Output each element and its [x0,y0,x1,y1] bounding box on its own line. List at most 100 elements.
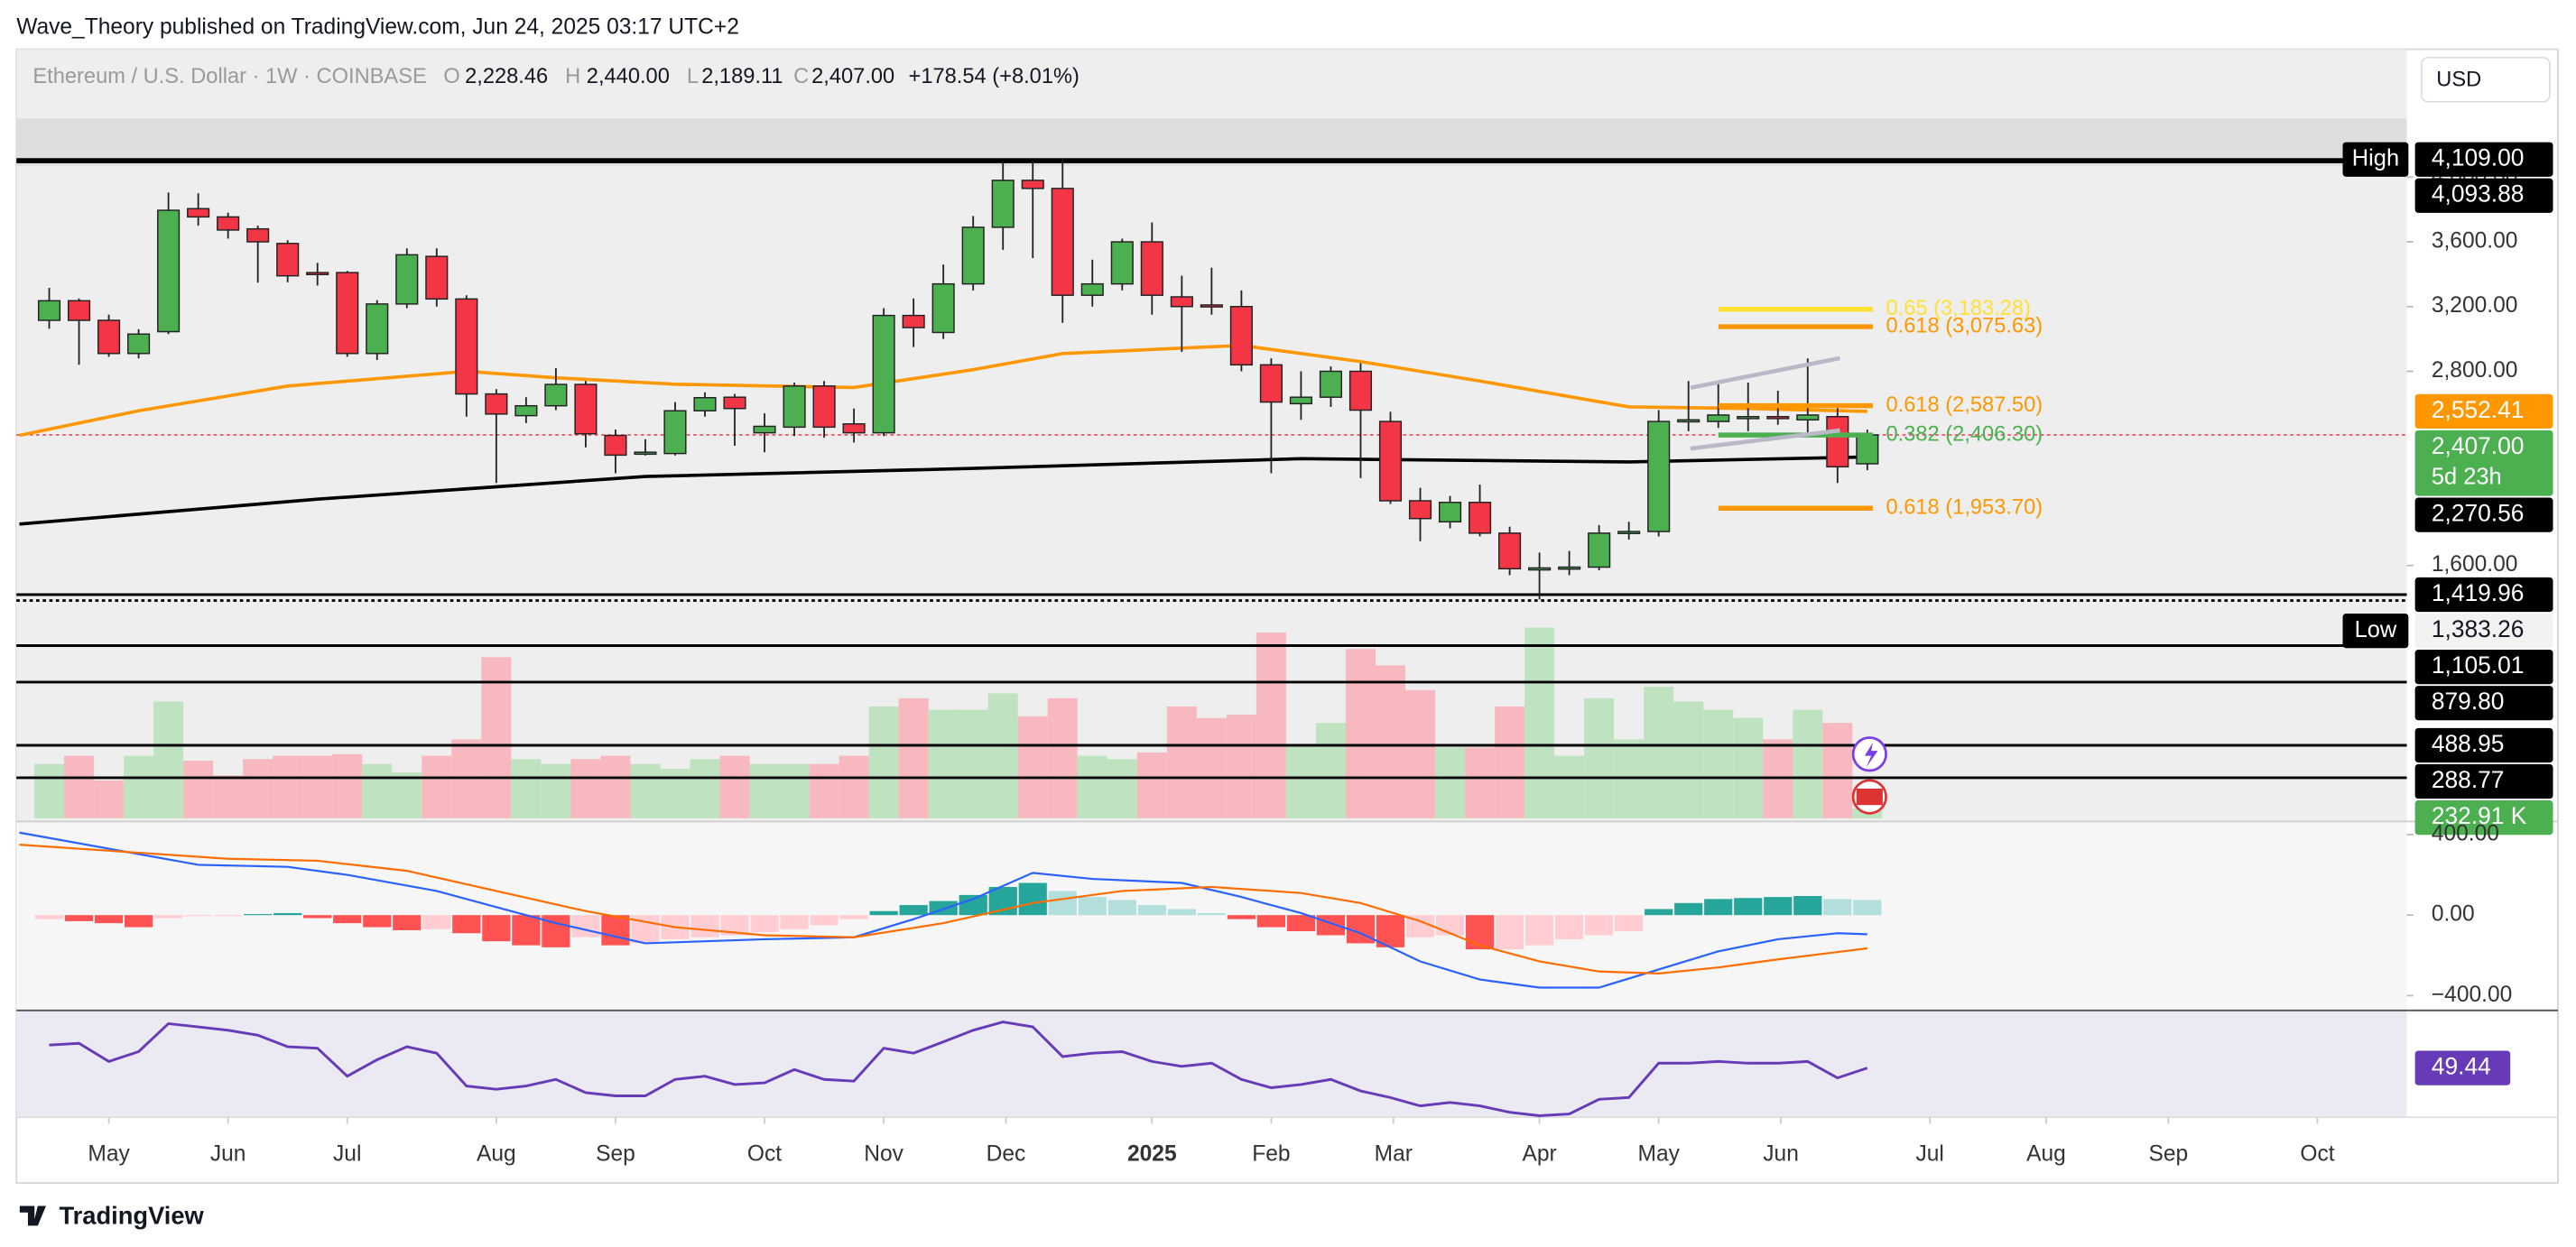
moving-average [19,343,1867,438]
candle-body [157,209,181,333]
candle-body [1498,532,1522,570]
macd-histogram-bar [780,915,809,929]
x-tick-label: Apr [1522,1142,1556,1167]
macd-histogram-bar [1674,902,1703,916]
candle-body [634,451,657,456]
volume-bar [1017,716,1048,818]
volume-bar [987,693,1018,818]
macd-histogram-bar [1764,897,1793,916]
macd-histogram-bar [959,894,987,916]
price-badge-label: 2,270.56 [2432,500,2525,527]
volume-bar [1733,717,1764,818]
ohlc-key: C [793,65,809,88]
tag-badge [2342,142,2409,177]
macd-histogram-bar [184,915,213,917]
y-tick-label: 2,800.00 [2432,358,2518,383]
price-badge [2414,178,2553,213]
candle-body [485,393,508,415]
candle-body [455,298,478,395]
candle-body [1438,502,1462,523]
rsi-badge-label: 49.44 [2432,1053,2491,1080]
macd-histogram-bar [1645,909,1673,916]
candle-body [1140,241,1163,296]
volume-bar [749,763,780,818]
volume-bar [1495,706,1525,818]
fib-label: 0.618 (2,587.50) [1886,393,2043,417]
macd-histogram-bar [1256,915,1286,928]
price-badge-label: 288.77 [2432,766,2505,793]
candle-body [1647,420,1671,532]
candle-body [693,397,717,411]
macd-histogram-bar [750,915,779,933]
rsi-line [49,1021,1868,1117]
volume-bar [809,763,839,818]
macd-line [19,831,1867,989]
x-tick-label: Jul [1915,1142,1943,1167]
candle-body [366,303,389,355]
candle-body [842,423,866,434]
volume-bar [1465,747,1496,818]
y-tick-label: 3,600.00 [2432,229,2518,254]
candle-body [306,272,329,276]
ohlc-key: L [687,65,699,88]
candle-body [37,300,61,321]
macd-histogram-bar [1316,915,1346,936]
publisher: Wave_Theory published on TradingView.com… [16,14,739,39]
price-badge [2414,650,2553,685]
macd-histogram-bar [1197,912,1226,916]
volume-bar [124,755,154,818]
x-tick-label: Feb [1252,1142,1290,1167]
volume-bar [600,755,631,818]
macd-histogram-bar [452,915,481,934]
x-tick-label: Mar [1375,1142,1413,1167]
volume-bar [570,759,601,818]
candle-body [991,180,1015,228]
x-tick-label: Nov [864,1142,903,1167]
currency-button[interactable] [2420,56,2551,103]
volume-bar [541,763,571,818]
volume-bar [1256,633,1286,818]
macd-line [19,844,1867,975]
candle-body [276,243,300,277]
volume-bar [690,759,720,818]
candle-body [67,300,91,321]
macd-histogram-bar [839,915,868,919]
volume-bar [1703,709,1734,818]
candle-body [395,254,419,305]
volume-bar [839,755,869,818]
rsi-badge [2414,1050,2511,1085]
candle-body [1348,370,1373,411]
macd-histogram-bar [899,905,928,916]
volume-bar [422,755,452,818]
x-tick-label: Oct [747,1142,782,1167]
volume-bar [1822,723,1853,818]
candle-body [1766,415,1790,420]
macd-histogram-bar [1137,905,1166,916]
volume-badge-label: 232.91 K [2432,802,2527,829]
channel [1690,356,1841,451]
candle-body [723,396,746,410]
candle-body [961,226,985,285]
ohlc-key: H [565,65,580,88]
symbol: Ethereum / U.S. Dollar · 1W · COINBASE [32,65,426,88]
macd-histogram-bar [1167,909,1196,916]
candle-body [1737,415,1760,420]
candle-body [604,434,627,457]
change: +178.54 (+8.01%) [909,65,1080,88]
brand-logo [19,1205,46,1226]
volume-bar [183,761,214,818]
volume-bar [1644,687,1674,818]
macd-histogram-bar [64,915,94,921]
candle-body [1528,567,1552,571]
macd-histogram-bar [422,915,451,929]
volume-bar [630,763,661,818]
macd-histogram-bar [1524,915,1554,946]
volume-badge [2414,799,2553,836]
candle-body [425,255,449,300]
price-badge [2414,142,2553,177]
volume-bar [392,771,422,818]
volume-bar [1226,715,1256,818]
macd-histogram-bar [244,914,273,916]
